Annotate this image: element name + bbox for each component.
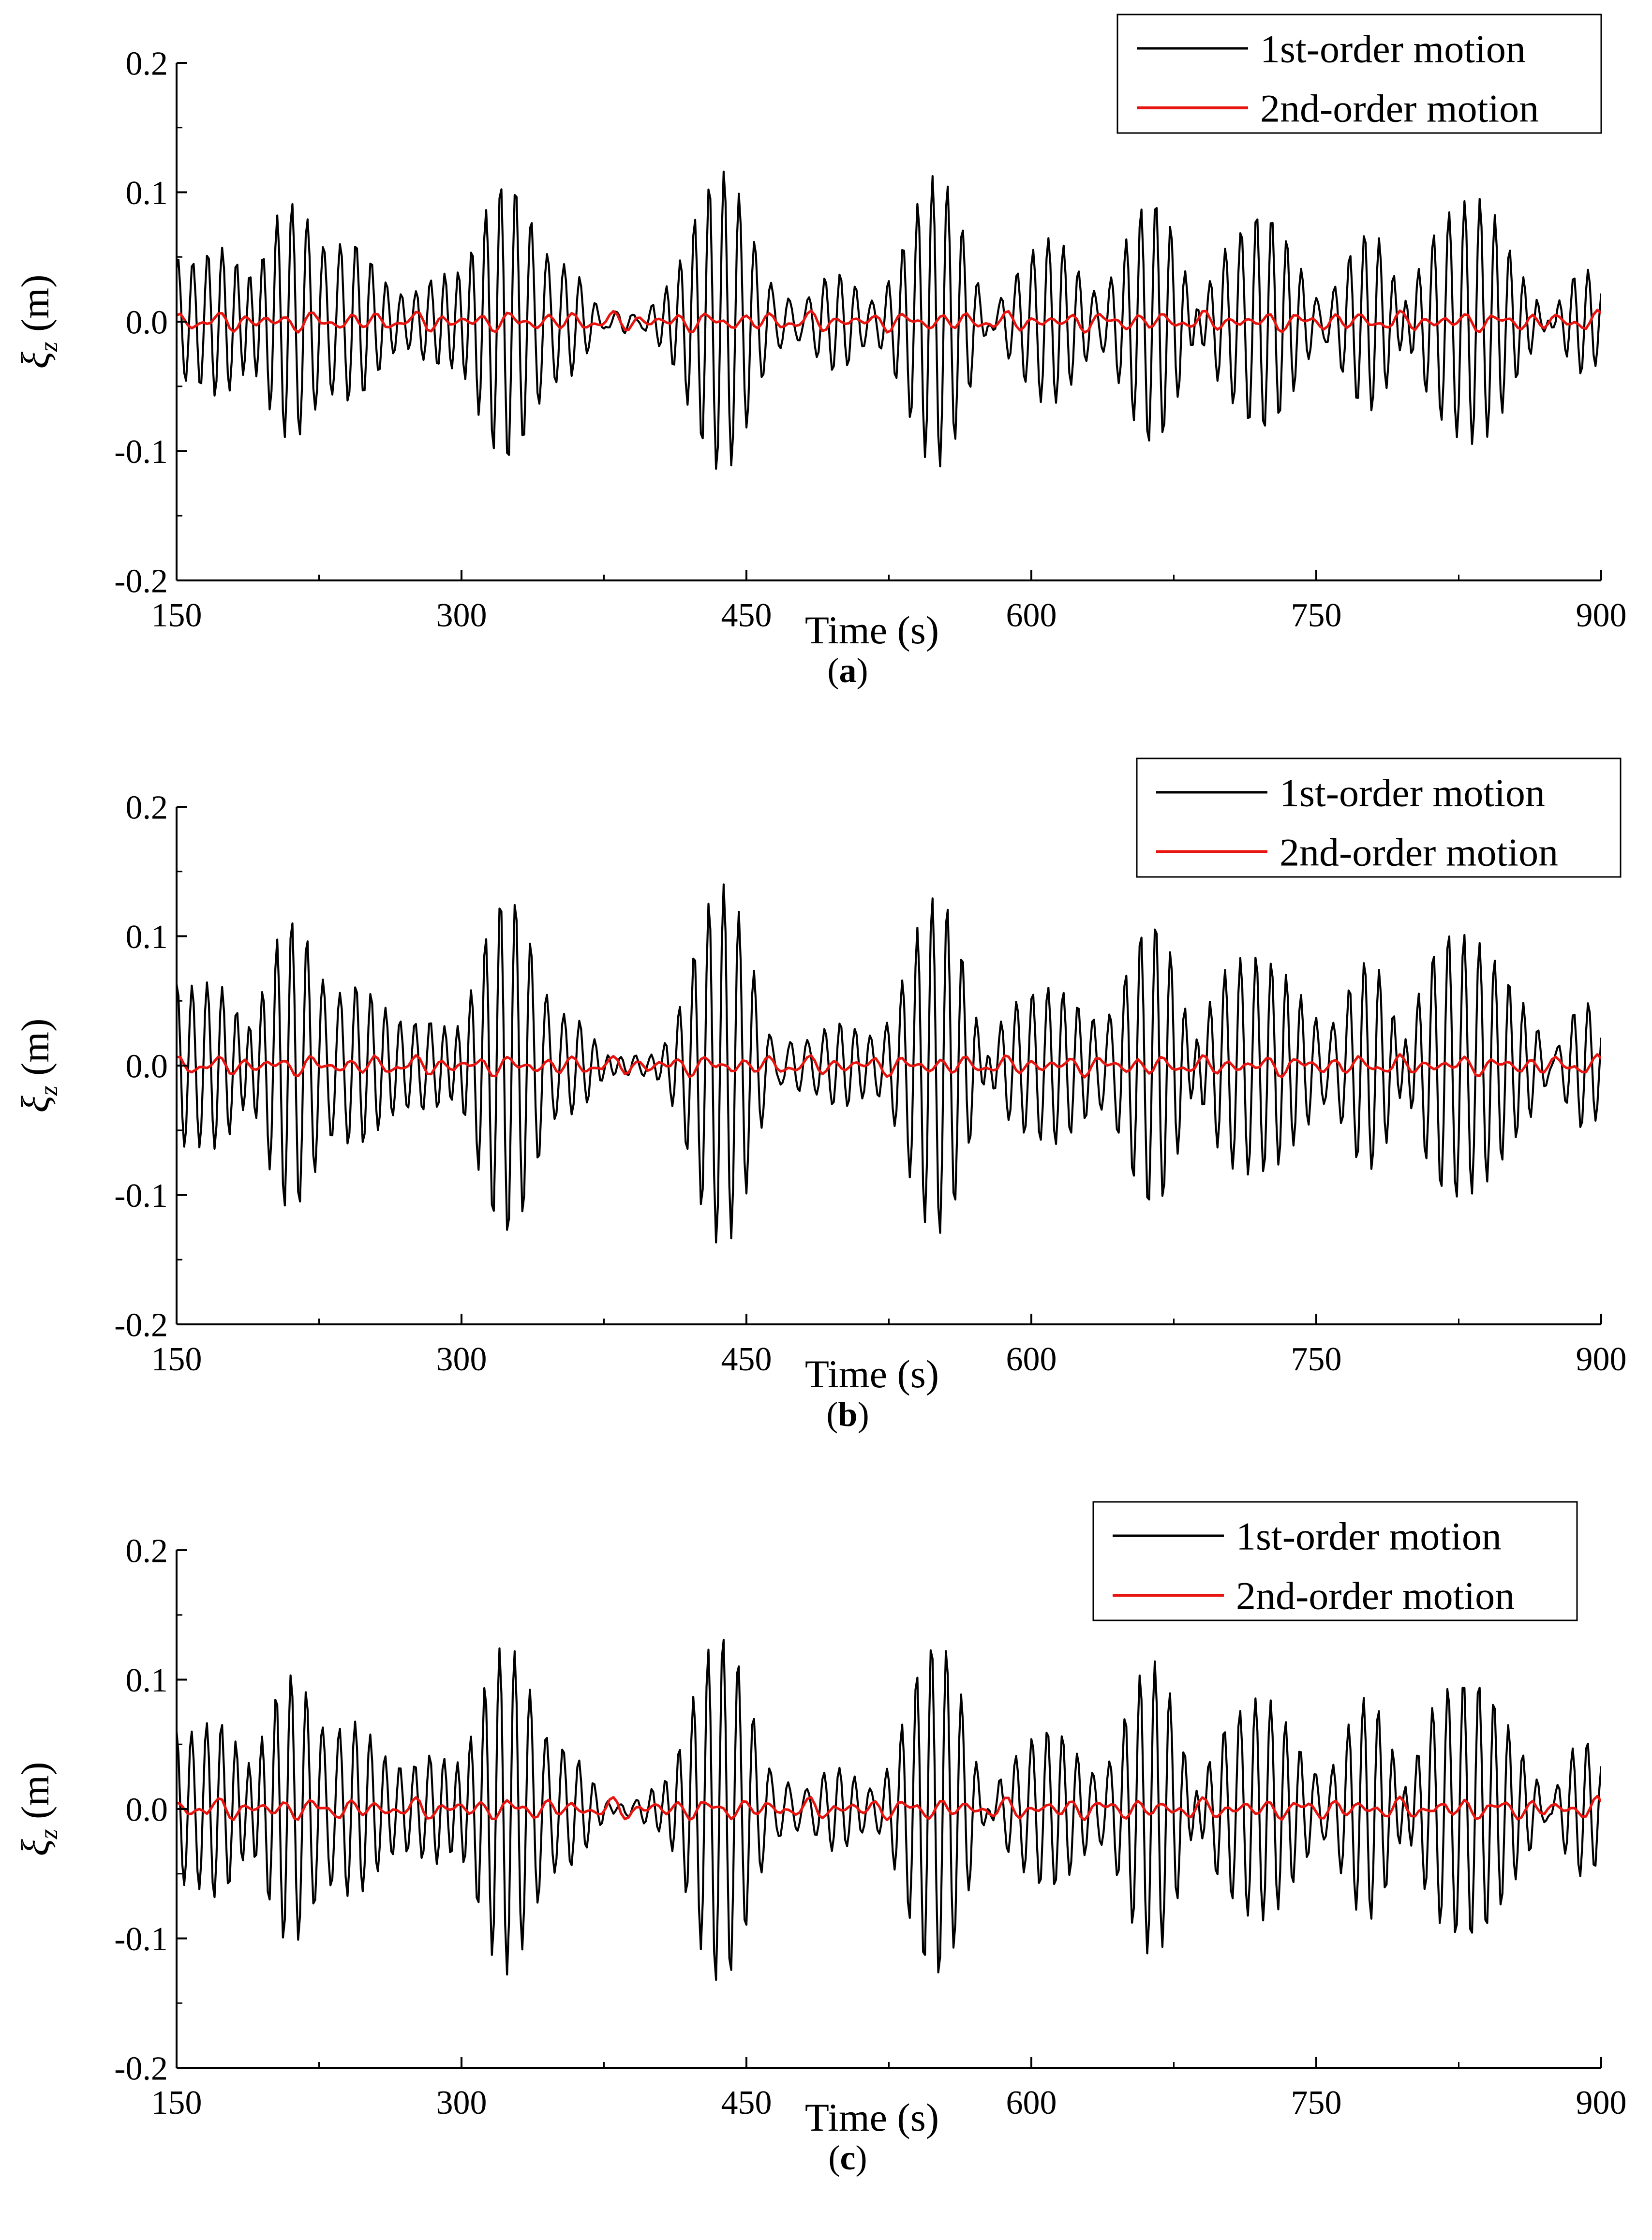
caption-open: (: [826, 1395, 838, 1434]
y-tick-label: 0.1: [126, 175, 168, 212]
legend: 1st-order motion 2nd-order motion: [1116, 14, 1602, 134]
series-line-first-order: [177, 883, 1601, 1244]
legend: 1st-order motion 2nd-order motion: [1092, 1501, 1578, 1621]
series-line-second-order: [177, 309, 1601, 334]
caption-open: (: [828, 2138, 840, 2177]
y-tick-label: -0.2: [114, 1307, 168, 1344]
x-tick-label: 300: [436, 597, 487, 634]
legend-label-second-order: 2nd-order motion: [1236, 1574, 1515, 1618]
y-tick-label: 0.0: [126, 1048, 168, 1085]
x-tick-label: 600: [1006, 1341, 1057, 1378]
x-tick-label: 600: [1006, 597, 1057, 634]
x-tick-label: 450: [721, 597, 772, 634]
y-axis-symbol: ξ: [13, 1095, 57, 1113]
y-axis-label: ξz (m): [13, 1762, 63, 1856]
y-axis-unit: (m): [13, 1019, 57, 1086]
chart-panel-a: -0.2 -0.1 0.0 0.1 0.2 150 300 450 600 750 900 Time …: [13, 14, 1627, 690]
y-tick-label: 0.0: [126, 304, 168, 341]
y-axis-subscript: z: [34, 1085, 63, 1096]
caption-open: (: [827, 651, 839, 690]
panels: -0.2 -0.1 0.0 0.1 0.2 150 300 450 600 750 900 Time …: [13, 14, 1627, 2177]
x-tick-label: 900: [1576, 2084, 1627, 2121]
panel-caption: (c): [828, 2138, 867, 2177]
series-line-first-order: [177, 1639, 1601, 1981]
series-line-first-order: [177, 170, 1601, 470]
series-line-second-order: [177, 1053, 1601, 1079]
series-line-second-order: [177, 1795, 1601, 1822]
y-axis-subscript: z: [34, 1829, 63, 1839]
caption-close: ): [858, 1395, 869, 1434]
x-tick-label: 750: [1291, 1341, 1342, 1378]
caption-close: ): [856, 2138, 867, 2177]
x-tick-label: 600: [1006, 2084, 1057, 2121]
x-tick-label: 300: [436, 2084, 487, 2121]
x-tick-label: 900: [1576, 1341, 1627, 1378]
caption-close: ): [857, 651, 868, 690]
legend-label-second-order: 2nd-order motion: [1280, 831, 1558, 875]
y-tick-label: 0.2: [126, 45, 168, 83]
x-tick-label: 750: [1291, 2084, 1342, 2121]
x-axis-label: Time (s): [805, 2095, 939, 2139]
panel-caption: (b): [826, 1395, 869, 1434]
y-tick-label: -0.2: [114, 563, 168, 600]
x-tick-label: 450: [721, 2084, 772, 2121]
y-tick-label: -0.1: [114, 1177, 168, 1215]
y-axis-symbol: ξ: [13, 351, 57, 369]
y-axis-unit: (m): [13, 275, 57, 342]
caption-letter: a: [839, 651, 856, 690]
y-tick-label: -0.2: [114, 2050, 168, 2088]
x-tick-label: 150: [151, 1341, 202, 1378]
legend-label-second-order: 2nd-order motion: [1260, 87, 1539, 131]
y-axis-unit: (m): [13, 1762, 57, 1829]
y-axis-symbol: ξ: [13, 1839, 57, 1856]
legend-box: [1116, 14, 1602, 134]
panel-caption: (a): [827, 651, 868, 690]
x-tick-label: 300: [436, 1341, 487, 1378]
legend-label-first-order: 1st-order motion: [1236, 1514, 1502, 1558]
legend-box: [1136, 757, 1622, 878]
x-axis-label: Time (s): [805, 608, 939, 652]
y-axis-subscript: z: [34, 341, 63, 352]
y-tick-label: 0.2: [126, 1533, 168, 1570]
y-axis-label: ξz (m): [13, 275, 63, 369]
legend-label-first-order: 1st-order motion: [1260, 27, 1526, 71]
x-tick-label: 150: [151, 597, 202, 634]
y-tick-label: -0.1: [114, 433, 168, 471]
y-tick-label: 0.0: [126, 1792, 168, 1829]
legend: 1st-order motion 2nd-order motion: [1136, 757, 1622, 878]
legend-box: [1092, 1501, 1578, 1621]
y-axis-label: ξz (m): [13, 1019, 63, 1113]
chart-panel-b: -0.2 -0.1 0.0 0.1 0.2 150 300 450 600 750 900 Time …: [13, 757, 1627, 1434]
y-tick-label: 0.2: [126, 789, 168, 827]
y-tick-label: -0.1: [114, 1921, 168, 1958]
chart-panel-c: -0.2 -0.1 0.0 0.1 0.2 150 300 450 600 750 900 Time …: [13, 1501, 1627, 2177]
y-tick-label: 0.1: [126, 919, 168, 956]
x-tick-label: 750: [1291, 597, 1342, 634]
x-tick-label: 150: [151, 2084, 202, 2121]
x-axis-label: Time (s): [805, 1352, 939, 1396]
x-tick-label: 900: [1576, 597, 1627, 634]
caption-letter: c: [840, 2138, 855, 2177]
caption-letter: b: [838, 1395, 857, 1434]
y-tick-label: 0.1: [126, 1662, 168, 1699]
legend-label-first-order: 1st-order motion: [1280, 771, 1545, 815]
x-tick-label: 450: [721, 1341, 772, 1378]
